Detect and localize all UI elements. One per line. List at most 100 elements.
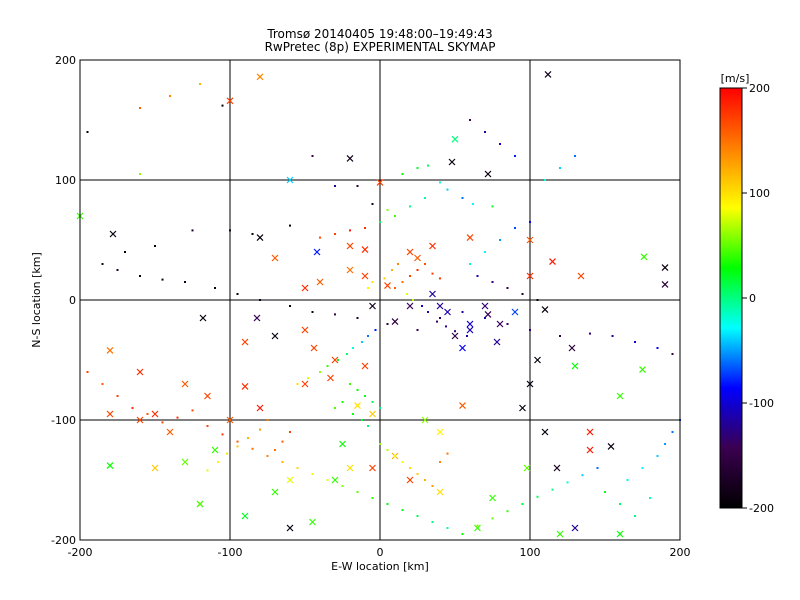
data-point-dot xyxy=(199,83,201,85)
data-point-x xyxy=(452,333,458,339)
data-point-dot xyxy=(357,317,359,319)
data-point-dot xyxy=(139,173,141,175)
data-point-x xyxy=(370,303,376,309)
data-point-dot xyxy=(327,365,329,367)
data-point-dot xyxy=(139,107,141,109)
data-point-dot xyxy=(559,167,561,169)
data-point-dot xyxy=(559,335,561,337)
data-point-dot xyxy=(124,251,126,253)
data-point-dot xyxy=(552,489,554,491)
data-point-dot xyxy=(477,275,479,277)
colorbar-tick-label: -200 xyxy=(749,502,774,515)
data-point-x xyxy=(302,381,308,387)
data-point-dot xyxy=(402,509,404,511)
data-point-dot xyxy=(394,215,396,217)
data-point-dot xyxy=(207,425,209,427)
data-point-dot xyxy=(409,467,411,469)
data-point-dot xyxy=(432,521,434,523)
data-point-dot xyxy=(252,448,254,450)
data-point-x xyxy=(662,281,668,287)
data-point-dot xyxy=(384,277,386,279)
y-tick-label: -100 xyxy=(51,414,76,427)
data-point-x xyxy=(490,495,496,501)
data-point-x xyxy=(302,285,308,291)
data-point-dot xyxy=(375,329,377,331)
data-point-x xyxy=(485,311,491,317)
data-point-dot xyxy=(447,453,449,455)
data-point-dot xyxy=(214,287,216,289)
data-point-dot xyxy=(372,281,374,283)
data-point-dot xyxy=(447,527,449,529)
data-point-dot xyxy=(349,229,351,231)
data-point-dot xyxy=(619,503,621,505)
data-point-dot xyxy=(297,467,299,469)
data-point-dot xyxy=(507,287,509,289)
data-point-dot xyxy=(672,353,674,355)
data-point-x xyxy=(200,315,206,321)
data-point-dot xyxy=(634,341,636,343)
data-point-x xyxy=(407,477,413,483)
data-point-dot xyxy=(439,277,441,279)
data-point-dot xyxy=(364,227,366,229)
data-point-dot xyxy=(367,425,369,427)
data-point-dot xyxy=(346,353,348,355)
data-point-x xyxy=(167,429,173,435)
data-point-dot xyxy=(574,155,576,157)
data-point-x xyxy=(640,367,646,373)
y-axis-label: N-S location [km] xyxy=(30,252,43,348)
data-point-x xyxy=(370,465,376,471)
data-point-dot xyxy=(154,245,156,247)
data-point-dot xyxy=(664,443,666,445)
data-point-dot xyxy=(342,485,344,487)
data-point-dot xyxy=(657,347,659,349)
data-point-dot xyxy=(327,479,329,481)
data-point-dot xyxy=(357,491,359,493)
data-point-x xyxy=(415,255,421,261)
data-point-x xyxy=(287,525,293,531)
data-point-dot xyxy=(147,413,149,415)
chart-title: Tromsø 20140405 19:48:00–19:49:43 xyxy=(266,27,492,41)
data-point-dot xyxy=(387,449,389,451)
data-point-x xyxy=(617,531,623,537)
data-point-x xyxy=(385,283,391,289)
data-point-x xyxy=(452,136,458,142)
data-point-x xyxy=(205,393,211,399)
data-point-x xyxy=(328,375,334,381)
data-point-dot xyxy=(522,293,524,295)
data-point-x xyxy=(485,171,491,177)
data-point-dot xyxy=(334,313,336,315)
data-point-x xyxy=(257,74,263,80)
data-point-x xyxy=(460,345,466,351)
data-point-dot xyxy=(507,323,509,325)
data-point-dot xyxy=(657,455,659,457)
data-point-dot xyxy=(466,335,468,337)
data-point-x xyxy=(347,155,353,161)
data-point-dot xyxy=(307,377,309,379)
data-point-x xyxy=(542,429,548,435)
data-point-dot xyxy=(87,371,89,373)
data-point-dot xyxy=(492,205,494,207)
data-point-dot xyxy=(379,443,381,445)
data-point-x xyxy=(467,327,473,333)
data-point-dot xyxy=(447,189,449,191)
data-point-dot xyxy=(177,417,179,419)
data-point-x xyxy=(550,259,556,265)
data-point-dot xyxy=(391,269,393,271)
data-point-x xyxy=(482,303,488,309)
data-point-dot xyxy=(226,453,228,455)
data-point-dot xyxy=(417,167,419,169)
data-point-x xyxy=(467,321,473,327)
data-point-dot xyxy=(319,237,321,239)
data-point-dot xyxy=(87,131,89,133)
data-point-x xyxy=(317,279,323,285)
x-tick-label: -100 xyxy=(218,546,243,559)
data-point-dot xyxy=(169,95,171,97)
data-point-dot xyxy=(289,431,291,433)
y-tick-label: 200 xyxy=(55,54,76,67)
data-point-x xyxy=(287,477,293,483)
data-point-dot xyxy=(436,321,438,323)
data-point-dot xyxy=(492,281,494,283)
data-point-dot xyxy=(394,287,396,289)
data-point-dot xyxy=(499,239,501,241)
